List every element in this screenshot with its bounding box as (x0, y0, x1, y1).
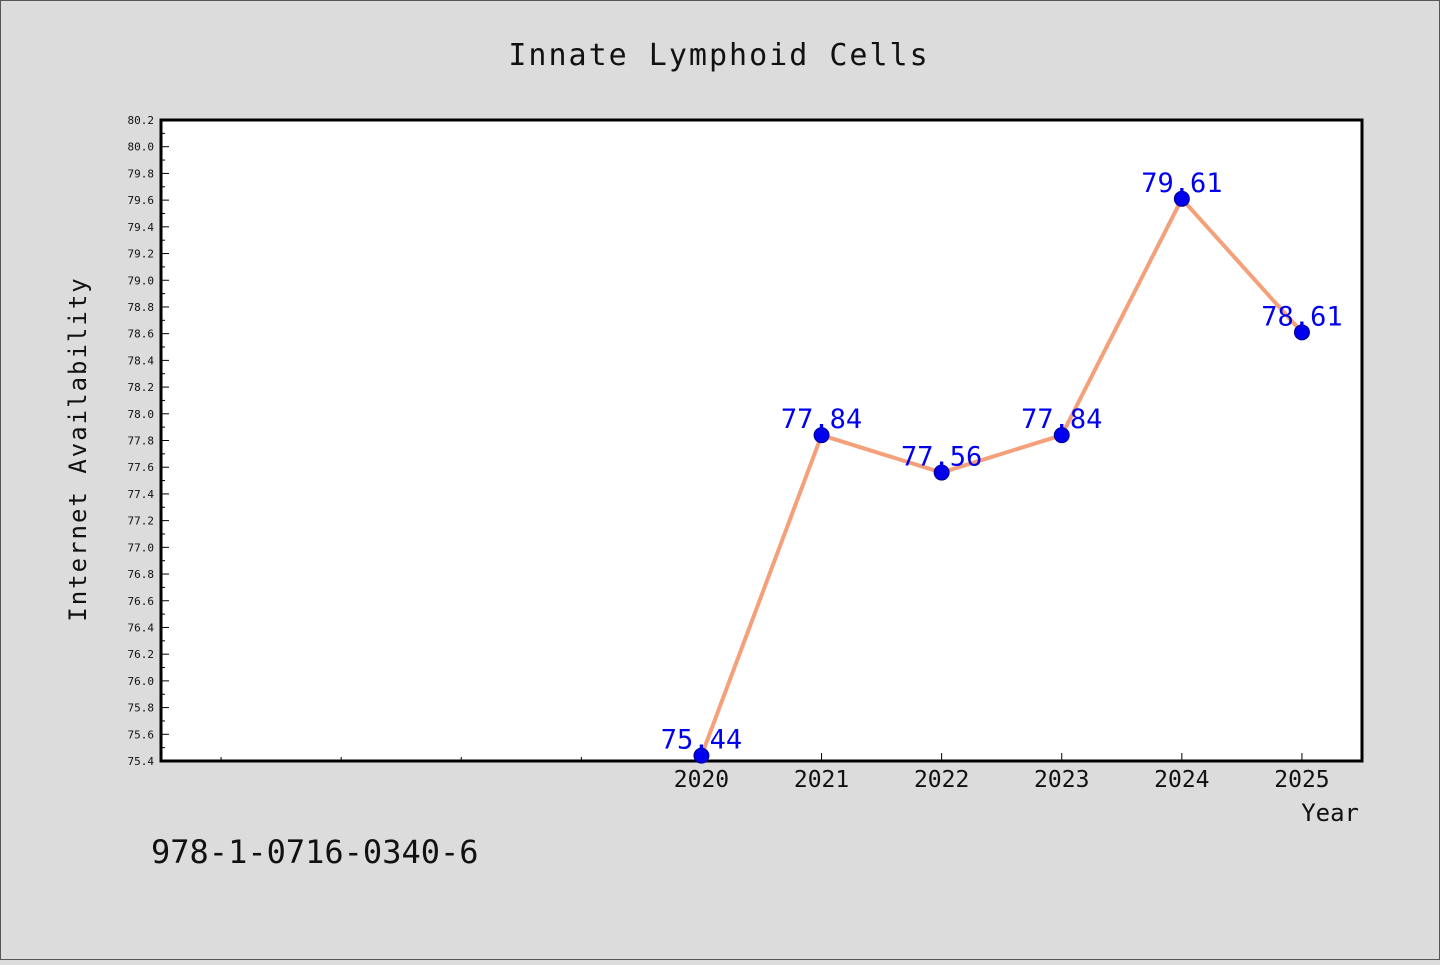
y-axis: 75.4 75.6 75.8 76.0 76.2 76.4 76.6 76.8 77.0 77.2… (128, 114, 169, 768)
x-tick-label: 2021 (794, 767, 849, 793)
y-tick-label: 77.0 (128, 541, 155, 554)
data-point (1173, 190, 1190, 207)
data-label: 75.44 (661, 725, 742, 756)
y-tick-label: 77.4 (128, 488, 155, 501)
plot-area (159, 118, 1364, 763)
y-tick-label: 78.8 (128, 301, 155, 314)
y-tick-label: 78.0 (128, 408, 155, 421)
y-tick-label: 76.4 (128, 621, 155, 634)
data-label: 77.84 (1021, 404, 1102, 435)
y-tick-label: 77.8 (128, 435, 155, 448)
y-tick-label: 75.4 (128, 755, 155, 768)
y-tick-label: 77.6 (128, 461, 155, 474)
y-axis-label: Internet Availability (64, 276, 92, 621)
chart-title: Innate Lymphoid Cells (508, 38, 929, 73)
y-tick-label: 79.2 (128, 248, 155, 261)
y-tick-label: 75.6 (128, 728, 155, 741)
data-point (933, 464, 950, 481)
footer-identifier: 978-1-0716-0340-6 (151, 833, 479, 871)
y-tick-label: 75.8 (128, 702, 155, 715)
data-point (813, 427, 830, 444)
data-point (693, 747, 710, 764)
x-axis-label: Year (1301, 799, 1359, 827)
data-label: 79.61 (1141, 168, 1222, 199)
y-tick-label: 77.2 (128, 515, 155, 528)
data-label: 77.56 (901, 442, 982, 473)
y-tick-label: 76.8 (128, 568, 155, 581)
series-line (699, 196, 1304, 757)
y-tick-label: 80.0 (128, 141, 155, 154)
y-tick-label: 78.4 (128, 354, 155, 367)
y-tick-label: 80.2 (128, 114, 155, 127)
y-tick-label: 76.6 (128, 595, 155, 608)
x-tick-label: 2022 (914, 767, 969, 793)
y-tick-label: 76.2 (128, 648, 155, 661)
data-label: 77.84 (781, 404, 862, 435)
data-point (1053, 427, 1070, 444)
x-tick-label: 2024 (1154, 767, 1209, 793)
y-tick-label: 79.6 (128, 194, 155, 207)
x-tick-label: 2020 (674, 767, 729, 793)
data-label: 78.61 (1261, 301, 1342, 332)
y-tick-label: 79.0 (128, 274, 155, 287)
series-layer: 75.44 77.84 77.56 77.84 79.61 78.61 (661, 168, 1343, 764)
data-point (1293, 324, 1310, 341)
y-tick-label: 79.4 (128, 221, 155, 234)
y-tick-label: 79.8 (128, 167, 155, 180)
y-tick-label: 78.2 (128, 381, 155, 394)
y-tick-label: 78.6 (128, 328, 155, 341)
y-tick-label: 76.0 (128, 675, 155, 688)
x-tick-label: 2023 (1034, 767, 1089, 793)
x-axis: 2020 2021 2022 2023 2024 2025 (220, 753, 1330, 793)
x-tick-label: 2025 (1274, 767, 1329, 793)
